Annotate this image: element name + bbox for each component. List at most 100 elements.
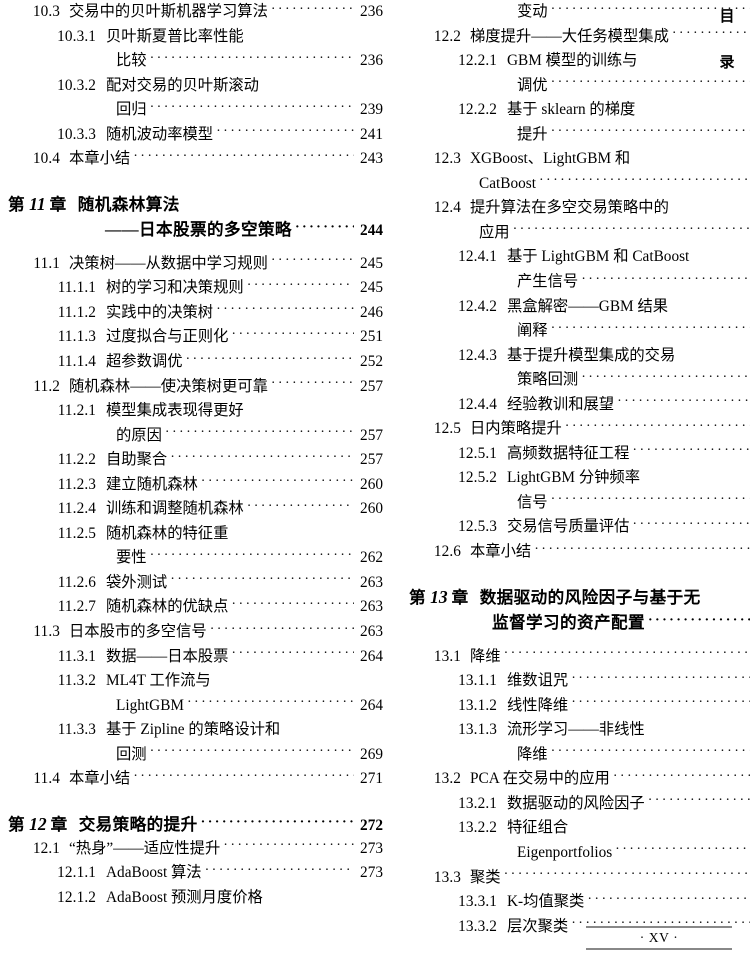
entry-page-number: 273 xyxy=(360,839,383,857)
toc-subsection-entry-continuation[interactable]: 策略回测298 xyxy=(409,368,750,393)
entry-title: 比较 xyxy=(116,52,147,70)
entry-title: 袋外测试 xyxy=(106,573,168,591)
toc-subsection-entry[interactable]: 12.1.1 AdaBoost 算法 273 xyxy=(8,861,383,886)
toc-subsection-entry[interactable]: 13.1.3 流形学习——非线性 xyxy=(409,718,750,743)
entry-number: 11.2.2 xyxy=(57,451,96,469)
entry-number: 11.2 xyxy=(33,377,60,395)
toc-subsection-entry-continuation[interactable]: 信号301 xyxy=(409,491,750,516)
toc-subsection-entry-continuation[interactable]: 产生信号285 xyxy=(409,270,750,295)
entry-number: 12.5 xyxy=(433,420,461,438)
toc-subsection-entry-continuation[interactable]: Eigenportfolios317 xyxy=(409,841,750,866)
chapter-word: 第 xyxy=(8,194,26,214)
toc-subsection-entry[interactable]: 10.3.3 随机波动率模型 241 xyxy=(8,123,383,148)
toc-subsection-entry[interactable]: 12.4.3 基于提升模型集成的交易 xyxy=(409,344,750,369)
toc-subsection-entry[interactable]: 10.3.2 配对交易的贝叶斯滚动 xyxy=(8,74,383,99)
entry-page-number: 241 xyxy=(360,125,383,143)
toc-subsection-entry[interactable]: 11.3.2 ML4T 工作流与 xyxy=(8,669,383,694)
toc-section-entry[interactable]: 12.4 提升算法在多空交易策略中的 xyxy=(409,196,750,221)
toc-subsection-entry-continuation[interactable]: LightGBM 264 xyxy=(8,694,383,719)
toc-subsection-entry[interactable]: 12.1.2 AdaBoost 预测月度价格 xyxy=(8,886,383,911)
toc-section-entry[interactable]: 11.3 日本股市的多空信号 263 xyxy=(8,620,383,645)
entry-page-number: 243 xyxy=(360,150,383,168)
toc-subsection-entry[interactable]: 10.3.1 贝叶斯夏普比率性能 xyxy=(8,25,383,50)
toc-subsection-entry[interactable]: 13.1.1维数诅咒306 xyxy=(409,669,750,694)
toc-section-entry[interactable]: 13.1降维305 xyxy=(409,645,750,670)
entry-title: 黑盒解密——GBM 结果 xyxy=(507,297,669,315)
toc-subsection-entry-continuation[interactable]: 阐释292 xyxy=(409,319,750,344)
toc-subsection-entry[interactable]: 12.4.4经验教训和展望299 xyxy=(409,393,750,418)
toc-section-entry[interactable]: 10.3 交易中的贝叶斯机器学习算法 236 xyxy=(8,0,383,25)
toc-section-entry[interactable]: 11.2 随机森林——使决策树更可靠 257 xyxy=(8,375,383,400)
entry-number: 11.2.4 xyxy=(57,500,96,518)
toc-subsection-entry[interactable]: 12.5.1高频数据特征工程300 xyxy=(409,442,750,467)
toc-subsection-entry-continuation[interactable]: 回测 269 xyxy=(8,743,383,768)
toc-subsection-entry[interactable]: 13.2.2 特征组合 xyxy=(409,816,750,841)
toc-section-entry-continuation[interactable]: CatBoost282 xyxy=(409,172,750,197)
toc-subsection-entry-continuation[interactable]: 变动274 xyxy=(409,0,750,25)
toc-section-entry[interactable]: 11.1 决策树——从数据中学习规则 245 xyxy=(8,252,383,277)
page-footer: · XV · xyxy=(0,926,750,950)
toc-subsection-entry[interactable]: 13.1.2线性降维307 xyxy=(409,694,750,719)
entry-number: 12.2.1 xyxy=(458,52,497,70)
toc-section-entry[interactable]: 10.4 本章小结 243 xyxy=(8,147,383,172)
toc-subsection-entry[interactable]: 12.5.2 LightGBM 分钟频率 xyxy=(409,466,750,491)
toc-subsection-entry[interactable]: 11.2.6 袋外测试 263 xyxy=(8,571,383,596)
toc-subsection-entry-continuation[interactable]: 比较 236 xyxy=(8,49,383,74)
toc-subsection-entry[interactable]: 12.5.3交易信号质量评估302 xyxy=(409,515,750,540)
toc-section-entry-continuation[interactable]: 应用285 xyxy=(409,221,750,246)
toc-subsection-entry-continuation[interactable]: 降维312 xyxy=(409,743,750,768)
entry-title: Eigenportfolios xyxy=(517,843,613,861)
entry-title: K-均值聚类 xyxy=(507,893,585,911)
toc-subsection-entry[interactable]: 11.2.2 自助聚合 257 xyxy=(8,448,383,473)
toc-subsection-entry[interactable]: 11.2.7 随机森林的优缺点 263 xyxy=(8,595,383,620)
toc-subsection-entry[interactable]: 11.2.5 随机森林的特征重 xyxy=(8,522,383,547)
leader-dots xyxy=(205,859,354,884)
toc-subsection-entry[interactable]: 11.2.4 训练和调整随机森林 260 xyxy=(8,497,383,522)
toc-subsection-entry[interactable]: 13.3.1K-均值聚类319 xyxy=(409,890,750,915)
toc-subsection-entry[interactable]: 11.3.3 基于 Zipline 的策略设计和 xyxy=(8,718,383,743)
toc-chapter-entry-continuation[interactable]: ——日本股票的多空策略 244 xyxy=(8,217,383,243)
toc-section-entry[interactable]: 12.3 XGBoost、LightGBM 和 xyxy=(409,147,750,172)
toc-subsection-entry[interactable]: 12.2.1 GBM 模型的训练与 xyxy=(409,49,750,74)
toc-chapter-entry[interactable]: 第 13 章数据驱动的风险因子与基于无 xyxy=(409,584,750,610)
toc-subsection-entry-continuation[interactable]: 调优277 xyxy=(409,74,750,99)
toc-section-entry[interactable]: 11.4 本章小结 271 xyxy=(8,767,383,792)
toc-subsection-entry[interactable]: 12.4.1 基于 LightGBM 和 CatBoost xyxy=(409,245,750,270)
toc-subsection-entry[interactable]: 13.3.2层次聚类321 xyxy=(409,915,750,940)
toc-section-entry[interactable]: 12.6本章小结303 xyxy=(409,540,750,565)
toc-subsection-entry[interactable]: 11.1.2 实践中的决策树 246 xyxy=(8,301,383,326)
toc-subsection-entry-continuation[interactable]: 提升279 xyxy=(409,123,750,148)
toc-subsection-entry[interactable]: 11.1.1 树的学习和决策规则 245 xyxy=(8,276,383,301)
toc-chapter-entry-continuation[interactable]: 监督学习的资产配置304 xyxy=(409,610,750,636)
entry-title: 提升算法在多空交易策略中的 xyxy=(470,199,669,217)
toc-chapter-entry[interactable]: 第 11 章随机森林算法 xyxy=(8,191,383,217)
chapter-number: 13 xyxy=(430,586,448,607)
toc-subsection-entry[interactable]: 12.4.2 黑盒解密——GBM 结果 xyxy=(409,295,750,320)
toc-subsection-entry[interactable]: 11.1.3 过度拟合与正则化 251 xyxy=(8,325,383,350)
toc-subsection-entry[interactable]: 13.2.1数据驱动的风险因子314 xyxy=(409,792,750,817)
toc-subsection-entry[interactable]: 11.3.1 数据——日本股票 264 xyxy=(8,645,383,670)
leader-dots xyxy=(551,317,750,342)
toc-subsection-entry-continuation[interactable]: 要性 262 xyxy=(8,546,383,571)
toc-subsection-entry-continuation[interactable]: 回归 239 xyxy=(8,98,383,123)
toc-section-entry[interactable]: 12.5日内策略提升300 xyxy=(409,417,750,442)
chapter-gap xyxy=(8,172,383,191)
entry-page-number: 257 xyxy=(360,377,383,395)
toc-subsection-entry[interactable]: 11.1.4 超参数调优 252 xyxy=(8,350,383,375)
entry-page-number: 260 xyxy=(360,500,383,518)
toc-section-entry[interactable]: 13.3聚类318 xyxy=(409,866,750,891)
entry-number: 11.2.7 xyxy=(57,598,96,616)
toc-subsection-entry[interactable]: 12.2.2 基于 sklearn 的梯度 xyxy=(409,98,750,123)
entry-page-number: 246 xyxy=(360,303,383,321)
toc-section-entry[interactable]: 12.1 “热身”——适应性提升 273 xyxy=(8,837,383,862)
toc-subsection-entry[interactable]: 11.2.3 建立随机森林 260 xyxy=(8,473,383,498)
toc-subsection-entry[interactable]: 11.2.1 模型集成表现得更好 xyxy=(8,399,383,424)
entry-title: 过度拟合与正则化 xyxy=(106,328,229,346)
toc-subsection-entry-continuation[interactable]: 的原因 257 xyxy=(8,424,383,449)
entry-title: 流形学习——非线性 xyxy=(507,721,645,739)
leader-dots xyxy=(133,145,354,170)
